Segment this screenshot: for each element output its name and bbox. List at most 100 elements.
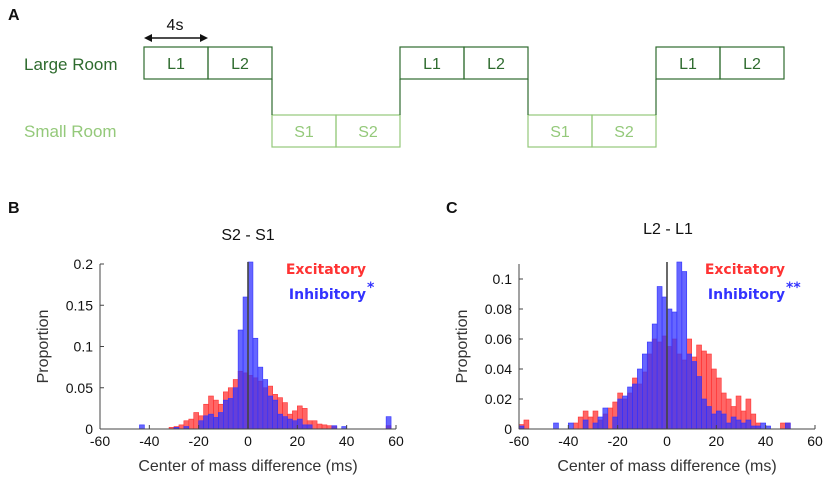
bar-inhibitory (198, 420, 204, 430)
bar-inhibitory (592, 422, 599, 430)
histogram-c: -60 -40 -20 0 20 40 60 0 0.02 0.04 0.06 0.08 0.1 Cent… (454, 261, 823, 475)
x-tick-label: -60 (509, 433, 529, 449)
bar-inhibitory (612, 416, 618, 430)
x-tick-label: 60 (807, 433, 823, 449)
segment-label: S1 (550, 124, 570, 141)
segment-label: S1 (294, 124, 314, 141)
bar-excitatory (607, 407, 614, 430)
y-tick-label: 0 (85, 421, 93, 437)
x-tick-label: -20 (189, 433, 209, 449)
bar-inhibitory (213, 417, 219, 430)
segment-s2 (591, 114, 657, 148)
bar-inhibitory (218, 412, 224, 430)
timeline-segments: L1 L2 S1 S2 L1 L2 S1 S2 L1 L2 (143, 46, 785, 148)
y-tick-label: 0.04 (485, 361, 512, 377)
y-tick-label: 0.15 (66, 297, 93, 313)
x-tick-label: 40 (339, 433, 355, 449)
bar-inhibitory (745, 419, 752, 430)
bar-inhibitory (257, 366, 264, 430)
bar-inhibitory (272, 399, 278, 430)
chart-c-title: L2 - L1 (643, 221, 693, 238)
x-tick-label: -20 (608, 433, 628, 449)
bar-inhibitory (735, 419, 742, 430)
bar-inhibitory (597, 416, 604, 430)
bar-inhibitory (301, 424, 308, 430)
y-tick-label: 0.02 (485, 391, 512, 407)
bar-inhibitory (676, 261, 683, 430)
bar-inhibitory (646, 341, 653, 430)
bar-inhibitory (297, 418, 303, 430)
segment-label: L2 (487, 56, 505, 73)
bar-excitatory (178, 424, 185, 430)
large-room-label: Large Room (24, 55, 118, 74)
y-tick-label: 0.05 (66, 380, 93, 396)
bar-inhibitory (642, 353, 648, 430)
y-axis-label: Proportion (35, 310, 52, 384)
bar-inhibitory (716, 410, 722, 430)
bar-inhibitory (740, 422, 747, 430)
panel-c-letter: C (446, 200, 458, 217)
panel-a-letter: A (8, 7, 20, 24)
bar-inhibitory (622, 395, 628, 430)
bar-inhibitory (696, 376, 702, 430)
bar-inhibitory (701, 398, 707, 430)
bar-inhibitory (203, 415, 209, 430)
bar-inhibitory (282, 416, 288, 430)
duration-arrow (144, 34, 208, 42)
legend-inhibitory: Inhibitory (289, 287, 366, 303)
segment-label: L1 (167, 56, 185, 73)
bar-inhibitory (617, 398, 623, 430)
x-tick-label: 0 (244, 433, 252, 449)
bar-inhibitory (292, 420, 298, 430)
bar-inhibitory (306, 424, 313, 430)
bar-inhibitory (602, 407, 609, 430)
bar-inhibitory (385, 416, 392, 430)
segment-label: L2 (231, 56, 249, 73)
x-tick-label: -60 (90, 433, 110, 449)
bar-inhibitory (553, 422, 559, 430)
panel-b: B S2 - S1 -60 -40 -20 0 20 40 60 0 0.05 0.1 0.15 0.… (8, 200, 404, 475)
bar-inhibitory (277, 413, 283, 430)
significance-marker: * (367, 280, 375, 296)
bar-inhibitory (656, 286, 663, 430)
bar-inhibitory (686, 353, 692, 430)
bar-inhibitory (720, 413, 727, 430)
bar-excitatory (587, 416, 594, 430)
segment-l2 (719, 46, 785, 80)
bar-excitatory (316, 423, 323, 430)
legend-inhibitory: Inhibitory (708, 287, 785, 303)
x-axis-label: Center of mass difference (ms) (138, 458, 357, 475)
x-tick-label: -40 (558, 433, 578, 449)
bar-excitatory (193, 412, 199, 430)
bar-excitatory (780, 422, 786, 430)
bar-inhibitory (252, 337, 259, 430)
bar-inhibitory (671, 311, 678, 430)
segment-l2 (207, 46, 273, 80)
bar-inhibitory (267, 395, 273, 430)
segment-label: L2 (743, 56, 761, 73)
bar-inhibitory (232, 387, 239, 430)
y-tick-label: 0.1 (493, 271, 513, 287)
chart-b-title: S2 - S1 (221, 227, 274, 244)
bar-inhibitory (139, 424, 145, 430)
bar-excitatory (577, 416, 584, 430)
x-tick-label: 60 (388, 433, 404, 449)
segment-l2 (463, 46, 529, 80)
legend-excitatory: Excitatory (286, 262, 366, 278)
segment-s2 (335, 114, 401, 148)
legend-excitatory: Excitatory (705, 262, 785, 278)
bar-inhibitory (582, 419, 589, 430)
x-axis-label: Center of mass difference (ms) (557, 458, 776, 475)
bar-inhibitory (691, 361, 697, 430)
bar-inhibitory (785, 422, 791, 430)
bar-inhibitory (237, 329, 244, 430)
segment-label: L1 (423, 56, 441, 73)
bar-inhibitory (651, 323, 658, 430)
bar-excitatory (311, 420, 318, 430)
y-axis-label: Proportion (454, 310, 471, 384)
x-tick-label: 40 (758, 433, 774, 449)
bar-excitatory (523, 419, 530, 430)
small-room-label: Small Room (24, 122, 117, 141)
segment-label: S2 (614, 124, 634, 141)
